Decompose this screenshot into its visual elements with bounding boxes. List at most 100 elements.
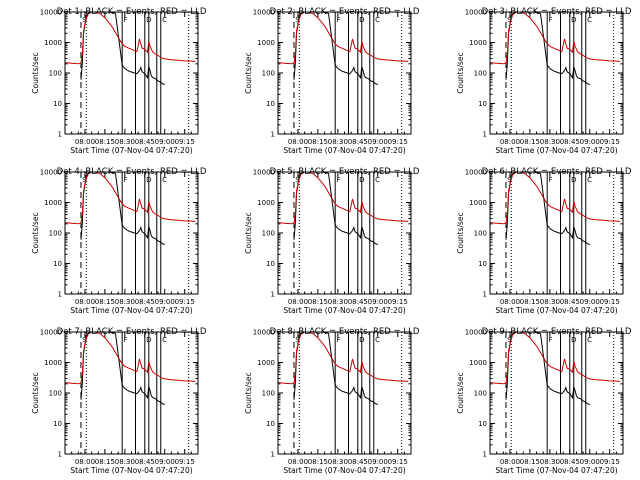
interval-marker-c: C xyxy=(375,336,380,344)
y-tick-label: 100 xyxy=(474,390,487,398)
x-tick-label: 08:15 xyxy=(520,298,540,306)
x-tick-label: 08:00 xyxy=(500,458,520,466)
interval-marker-c: C xyxy=(587,16,592,24)
y-tick-label: 10000 xyxy=(40,169,62,177)
plot-frame xyxy=(277,11,412,135)
x-tick-label: 08:45 xyxy=(560,298,580,306)
interval-marker-d: D xyxy=(571,16,576,24)
x-tick-label: 08:45 xyxy=(560,458,580,466)
y-tick-label: 10 xyxy=(478,260,487,268)
interval-marker-s: S xyxy=(507,176,512,184)
chart-title: Det 4; BLACK = Events, RED = LLD xyxy=(57,167,207,177)
x-tick-label: 08:15 xyxy=(520,138,540,146)
x-tick-label: 08:45 xyxy=(348,298,368,306)
series-line-lld xyxy=(277,331,409,385)
y-tick-label: 1000 xyxy=(257,359,275,367)
plot-frame xyxy=(64,171,199,295)
y-tick-label: 10000 xyxy=(465,169,487,177)
x-axis-label: Start Time (07-Nov-04 07:47:20) xyxy=(283,466,405,475)
x-tick-label: 09:15 xyxy=(175,298,195,306)
plot-frame xyxy=(64,331,199,455)
y-tick-label: 10 xyxy=(53,100,62,108)
y-tick-label: 1000 xyxy=(44,359,62,367)
interval-marker-s: S xyxy=(82,176,87,184)
interval-marker-f: F xyxy=(124,336,128,344)
plot-frame xyxy=(489,11,624,135)
x-tick-label: 08:00 xyxy=(75,138,95,146)
x-axis-label: Start Time (07-Nov-04 07:47:20) xyxy=(70,146,192,155)
x-tick-label: 09:00 xyxy=(368,298,388,306)
y-axis-label: Counts/sec xyxy=(244,372,253,413)
y-tick-label: 1 xyxy=(271,131,275,139)
x-tick-label: 09:15 xyxy=(388,298,408,306)
interval-marker-f: F xyxy=(337,176,341,184)
interval-marker-d: D xyxy=(571,176,576,184)
interval-marker-f: F xyxy=(124,176,128,184)
y-tick-label: 100 xyxy=(474,70,487,78)
x-tick-label: 08:30 xyxy=(540,458,560,466)
interval-marker-s: S xyxy=(82,16,87,24)
y-tick-label: 10000 xyxy=(253,9,275,17)
x-axis-label: Start Time (07-Nov-04 07:47:20) xyxy=(495,306,617,315)
y-axis-label: Counts/sec xyxy=(456,52,465,93)
chart-title: Det 7; BLACK = Events, RED = LLD xyxy=(57,327,207,337)
y-tick-label: 10000 xyxy=(253,329,275,337)
x-tick-label: 09:15 xyxy=(600,298,620,306)
y-axis-label: Counts/sec xyxy=(31,372,40,413)
chart-title: Det 6; BLACK = Events, RED = LLD xyxy=(482,167,632,177)
y-axis-label: Counts/sec xyxy=(244,212,253,253)
x-tick-label: 08:30 xyxy=(115,138,135,146)
y-axis-label: Counts/sec xyxy=(456,372,465,413)
x-tick-label: 08:15 xyxy=(520,458,540,466)
y-tick-label: 1 xyxy=(58,451,62,459)
series-line-lld xyxy=(277,171,409,225)
interval-marker-c: C xyxy=(375,176,380,184)
x-tick-label: 08:45 xyxy=(135,458,155,466)
y-tick-label: 1000 xyxy=(469,359,487,367)
x-tick-label: 08:30 xyxy=(115,298,135,306)
x-tick-label: 09:00 xyxy=(155,138,175,146)
x-tick-label: 09:15 xyxy=(175,138,195,146)
x-tick-label: 08:15 xyxy=(308,298,328,306)
x-tick-label: 08:15 xyxy=(95,138,115,146)
plot-frame xyxy=(489,171,624,295)
x-tick-label: 08:45 xyxy=(348,458,368,466)
series-line-lld xyxy=(489,171,621,225)
x-tick-label: 08:30 xyxy=(115,458,135,466)
x-tick-label: 08:45 xyxy=(135,298,155,306)
interval-marker-c: C xyxy=(587,176,592,184)
interval-marker-s: S xyxy=(507,336,512,344)
chart-title: Det 2; BLACK = Events, RED = LLD xyxy=(270,7,420,17)
y-tick-label: 10 xyxy=(53,260,62,268)
series-line-lld xyxy=(489,11,621,65)
chart-title: Det 1; BLACK = Events, RED = LLD xyxy=(57,7,207,17)
y-tick-label: 1 xyxy=(271,291,275,299)
chart-title: Det 9; BLACK = Events, RED = LLD xyxy=(482,327,632,337)
y-tick-label: 10000 xyxy=(253,169,275,177)
y-tick-label: 1000 xyxy=(469,199,487,207)
plot-frame xyxy=(277,171,412,295)
x-tick-label: 09:00 xyxy=(155,298,175,306)
y-tick-label: 1000 xyxy=(44,199,62,207)
interval-marker-s: S xyxy=(295,176,300,184)
x-tick-label: 09:00 xyxy=(155,458,175,466)
plot-frame xyxy=(277,331,412,455)
interval-marker-c: C xyxy=(162,176,167,184)
y-axis-label: Counts/sec xyxy=(456,212,465,253)
y-tick-label: 1000 xyxy=(257,199,275,207)
interval-marker-d: D xyxy=(359,16,364,24)
y-tick-label: 1 xyxy=(271,451,275,459)
interval-marker-f: F xyxy=(549,176,553,184)
interval-marker-f: F xyxy=(124,16,128,24)
y-tick-label: 1 xyxy=(483,451,487,459)
y-tick-label: 1 xyxy=(483,291,487,299)
interval-marker-c: C xyxy=(375,16,380,24)
x-tick-label: 08:15 xyxy=(95,298,115,306)
x-tick-label: 08:00 xyxy=(288,458,308,466)
y-tick-label: 1 xyxy=(58,131,62,139)
y-tick-label: 10 xyxy=(478,100,487,108)
